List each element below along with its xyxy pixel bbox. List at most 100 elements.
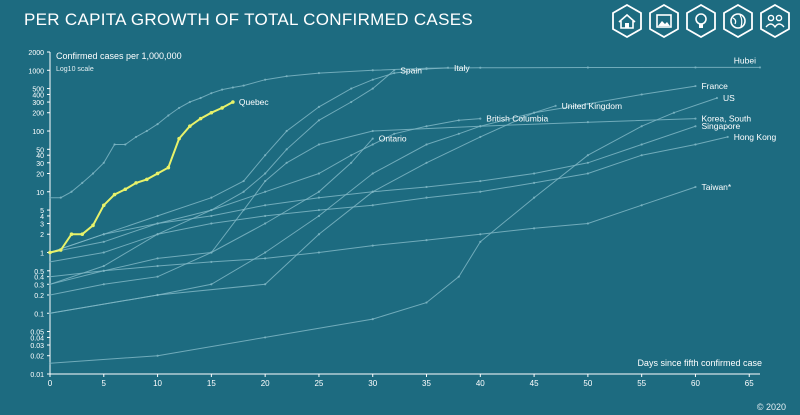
data-point	[199, 96, 202, 100]
data-point	[156, 275, 159, 278]
series-line-korea-south	[49, 118, 696, 296]
globe-button[interactable]	[721, 3, 755, 39]
image-button[interactable]	[647, 3, 681, 39]
data-point	[317, 251, 321, 254]
data-point	[156, 222, 159, 225]
series-label-british-columbia: British Columbia	[486, 114, 548, 124]
data-point	[264, 78, 267, 81]
data-point	[350, 161, 353, 164]
data-point	[457, 275, 460, 278]
series-lines	[48, 66, 762, 365]
data-point	[350, 87, 353, 90]
data-point	[145, 129, 148, 133]
series-label-taiwan: Taiwan*	[701, 182, 731, 192]
data-point	[91, 172, 95, 175]
data-point	[457, 119, 460, 122]
data-point	[167, 114, 170, 117]
y-tick-label: 4	[40, 214, 44, 221]
data-point	[91, 223, 95, 228]
data-point	[371, 69, 374, 72]
series-label-us: US	[723, 93, 735, 103]
data-point	[264, 154, 267, 157]
data-point	[317, 196, 321, 199]
x-tick-label: 50	[583, 379, 592, 388]
lightbulb-button[interactable]	[684, 3, 718, 39]
data-point	[177, 136, 181, 141]
data-point	[264, 222, 267, 225]
y-tick-label: 2000	[28, 50, 44, 57]
series-label-hong-kong: Hong Kong	[734, 132, 777, 142]
home-button[interactable]	[610, 3, 644, 39]
page-title: PER CAPITA GROWTH OF TOTAL CONFIRMED CAS…	[24, 10, 473, 29]
y-axis: 0.010.020.030.040.050.10.20.30.40.512345…	[28, 50, 51, 379]
data-point	[210, 222, 213, 225]
data-point	[285, 148, 288, 151]
data-point	[242, 179, 245, 183]
series-labels: Hubei Spain Italy France US United Kingdom Kor…	[239, 55, 777, 192]
data-point	[694, 185, 697, 189]
x-tick-label: 35	[422, 379, 431, 388]
data-point	[59, 196, 62, 199]
data-point	[479, 190, 482, 193]
data-point	[425, 196, 428, 199]
data-point	[101, 203, 106, 208]
data-point	[210, 283, 213, 286]
data-point	[156, 257, 159, 260]
data-point	[371, 137, 374, 140]
data-point	[48, 293, 52, 297]
data-point	[317, 119, 321, 122]
data-point	[393, 69, 396, 72]
data-point	[371, 172, 374, 175]
data-point	[694, 117, 697, 120]
data-point	[586, 161, 589, 164]
y-tick-label: 500	[32, 87, 44, 94]
data-point	[350, 154, 353, 157]
data-point	[350, 100, 353, 104]
data-point	[48, 196, 52, 199]
data-point	[715, 96, 719, 100]
data-point	[166, 165, 171, 170]
data-point	[726, 135, 729, 139]
data-point	[694, 66, 697, 69]
data-point	[48, 312, 52, 315]
data-point	[177, 106, 181, 110]
series-label-quebec: Quebec	[239, 97, 270, 107]
data-point	[48, 250, 52, 255]
data-point	[371, 143, 374, 146]
series-line-british-columbia	[49, 118, 481, 253]
series-line-ontario	[49, 138, 374, 278]
data-point	[134, 181, 138, 185]
data-point	[112, 192, 117, 197]
x-tick-label: 65	[745, 379, 754, 388]
data-point	[446, 66, 450, 69]
y-tick-label: 0.1	[34, 311, 44, 318]
data-point	[210, 214, 213, 218]
data-point	[425, 143, 428, 146]
data-point	[58, 248, 63, 252]
x-tick-label: 5	[102, 379, 107, 388]
data-point	[264, 204, 267, 207]
data-point	[124, 143, 127, 146]
data-point	[48, 362, 52, 365]
data-point	[532, 172, 536, 175]
data-point	[264, 214, 267, 218]
data-point	[242, 84, 245, 87]
y-tick-label: 0.2	[34, 293, 44, 300]
x-tick-label: 10	[153, 379, 162, 388]
data-point	[554, 104, 557, 107]
y-tick-label: 1	[40, 251, 44, 258]
data-point	[371, 129, 374, 133]
data-point	[317, 143, 321, 146]
data-point	[425, 239, 428, 242]
data-point	[479, 179, 482, 183]
data-point	[317, 214, 321, 218]
data-point	[264, 172, 267, 175]
data-point	[209, 110, 214, 115]
data-point	[285, 75, 288, 78]
series-line-us	[49, 97, 718, 364]
y-tick-label: 0.02	[30, 354, 44, 361]
data-point	[145, 177, 149, 182]
series-label-ontario: Ontario	[379, 134, 407, 144]
x-tick-label: 0	[48, 379, 53, 388]
people-button[interactable]	[758, 3, 792, 39]
